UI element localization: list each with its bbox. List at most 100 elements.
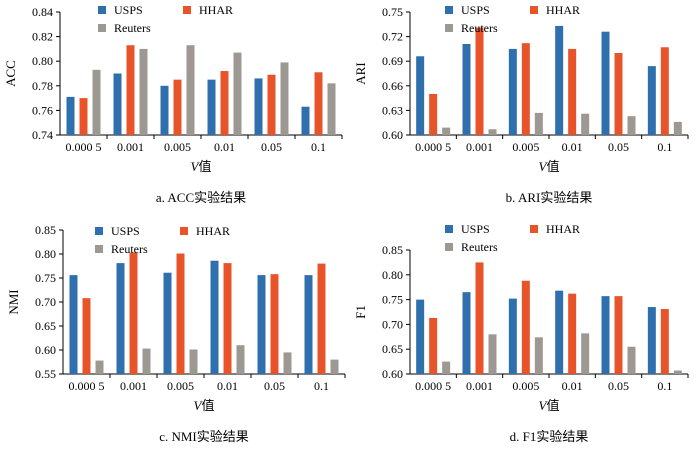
y-axis-label: F1 (353, 305, 368, 319)
bar-reuters-5 (283, 352, 292, 374)
y-tick-label: 0.76 (32, 103, 53, 117)
chart-panel-2: 0.60 0.63 0.66 0.69 0.72 0.75 0.000 5 0.001 0.00… (353, 3, 689, 205)
legend-swatch-usps (445, 225, 453, 233)
bar-reuters-5 (627, 116, 636, 135)
legend-label-reuters: Reuters (461, 240, 498, 254)
legend-swatch-hhar (530, 225, 538, 233)
x-tick-label: 0.05 (261, 140, 282, 154)
bar-usps-3 (508, 298, 517, 374)
x-axis-label: V值 (191, 159, 212, 174)
legend-label-hhar: HHAR (546, 3, 580, 17)
y-tick-label: 0.85 (382, 243, 403, 257)
bar-hhar-4 (568, 293, 577, 374)
y-axis-label: NMI (6, 289, 21, 314)
bar-hhar-6 (660, 47, 669, 136)
bar-hhar-2 (475, 27, 484, 135)
bar-reuters-5 (280, 62, 289, 135)
y-tick-label: 0.82 (32, 30, 53, 44)
bar-hhar-3 (176, 253, 185, 374)
legend-swatch-hhar (183, 6, 191, 14)
y-tick-label: 0.80 (32, 54, 53, 68)
legend-swatch-usps (95, 227, 103, 235)
chart-panel-3: 0.55 0.60 0.65 0.70 0.75 0.80 0.85 0.000 5 0.001… (6, 223, 346, 444)
y-tick-label: 0.75 (35, 271, 56, 285)
bar-reuters-4 (236, 345, 245, 374)
bar-usps-3 (163, 272, 172, 374)
legend-label-usps: USPS (461, 222, 490, 236)
y-tick-label: 0.72 (382, 30, 403, 44)
legend-label-reuters: Reuters (114, 21, 151, 35)
bar-hhar-3 (521, 43, 530, 135)
bar-usps-4 (555, 25, 564, 135)
bar-hhar-1 (79, 98, 88, 135)
legend-label-usps: USPS (461, 3, 490, 17)
y-tick-label: 0.78 (32, 79, 53, 93)
bar-reuters-3 (534, 112, 543, 135)
bar-hhar-1 (82, 298, 91, 374)
bar-usps-1 (66, 96, 75, 135)
y-tick-label: 0.70 (35, 295, 56, 309)
x-tick-label: 0.005 (164, 140, 191, 154)
bar-hhar-6 (660, 309, 669, 374)
bar-usps-6 (301, 106, 310, 135)
y-tick-label: 0.80 (382, 268, 403, 282)
x-tick-label: 0.000 5 (415, 379, 451, 393)
y-tick-label: 0.80 (35, 247, 56, 261)
bar-reuters-4 (581, 113, 590, 135)
bar-reuters-6 (330, 359, 339, 374)
x-tick-label: 0.001 (466, 140, 493, 154)
legend-label-hhar: HHAR (546, 222, 580, 236)
bar-usps-5 (601, 31, 610, 135)
legend-swatch-hhar (530, 6, 538, 14)
bar-usps-6 (647, 66, 656, 135)
bar-usps-5 (257, 275, 266, 374)
bar-hhar-4 (220, 71, 229, 135)
bar-reuters-5 (627, 346, 636, 374)
bar-reuters-2 (488, 334, 497, 374)
x-tick-label: 0.05 (264, 379, 285, 393)
legend-swatch-reuters (445, 243, 453, 251)
legend-swatch-usps (445, 6, 453, 14)
x-axis-label: V值 (539, 398, 560, 413)
legend-label-reuters: Reuters (461, 21, 498, 35)
chart-panel-1: 0.74 0.76 0.78 0.80 0.82 0.84 0.000 5 0.001 0.00… (3, 3, 343, 205)
y-tick-label: 0.66 (382, 79, 403, 93)
y-tick-label: 0.75 (382, 293, 403, 307)
y-axis-label: ACC (3, 60, 18, 87)
bar-hhar-5 (614, 296, 623, 374)
y-tick-label: 0.60 (382, 367, 403, 381)
legend-swatch-usps (98, 6, 106, 14)
y-tick-label: 0.75 (382, 5, 403, 19)
x-tick-label: 0.001 (117, 140, 144, 154)
legend: USPS HHAR Reuters (445, 3, 580, 35)
x-tick-label: 0.1 (311, 140, 326, 154)
bar-reuters-2 (488, 129, 497, 135)
legend: USPS HHAR Reuters (95, 224, 230, 256)
bar-reuters-6 (327, 83, 336, 135)
bar-usps-6 (304, 275, 313, 374)
bar-usps-6 (647, 307, 656, 374)
bar-reuters-1 (92, 69, 101, 135)
x-axis-label: V值 (194, 398, 215, 413)
chart-caption: b. ARI实验结果 (506, 190, 593, 205)
bar-reuters-1 (95, 360, 104, 374)
bar-reuters-2 (142, 348, 151, 374)
x-tick-label: 0.005 (167, 379, 194, 393)
legend-label-usps: USPS (114, 3, 143, 17)
y-tick-label: 0.65 (382, 342, 403, 356)
x-tick-label: 0.001 (466, 379, 493, 393)
chart-panel-4: 0.60 0.65 0.70 0.75 0.80 0.85 0.000 5 0.001 0.00… (353, 222, 689, 444)
legend-swatch-reuters (95, 245, 103, 253)
bar-hhar-4 (223, 263, 232, 374)
bar-hhar-2 (126, 45, 135, 135)
bar-hhar-3 (173, 79, 182, 135)
bar-hhar-2 (475, 262, 484, 374)
x-tick-label: 0.005 (512, 379, 539, 393)
bar-reuters-4 (581, 333, 590, 374)
y-tick-label: 0.55 (35, 367, 56, 381)
bar-usps-2 (462, 43, 471, 136)
bar-hhar-4 (568, 48, 577, 135)
legend: USPS HHAR Reuters (445, 222, 580, 254)
bar-reuters-1 (442, 361, 451, 374)
x-tick-label: 0.01 (562, 140, 583, 154)
